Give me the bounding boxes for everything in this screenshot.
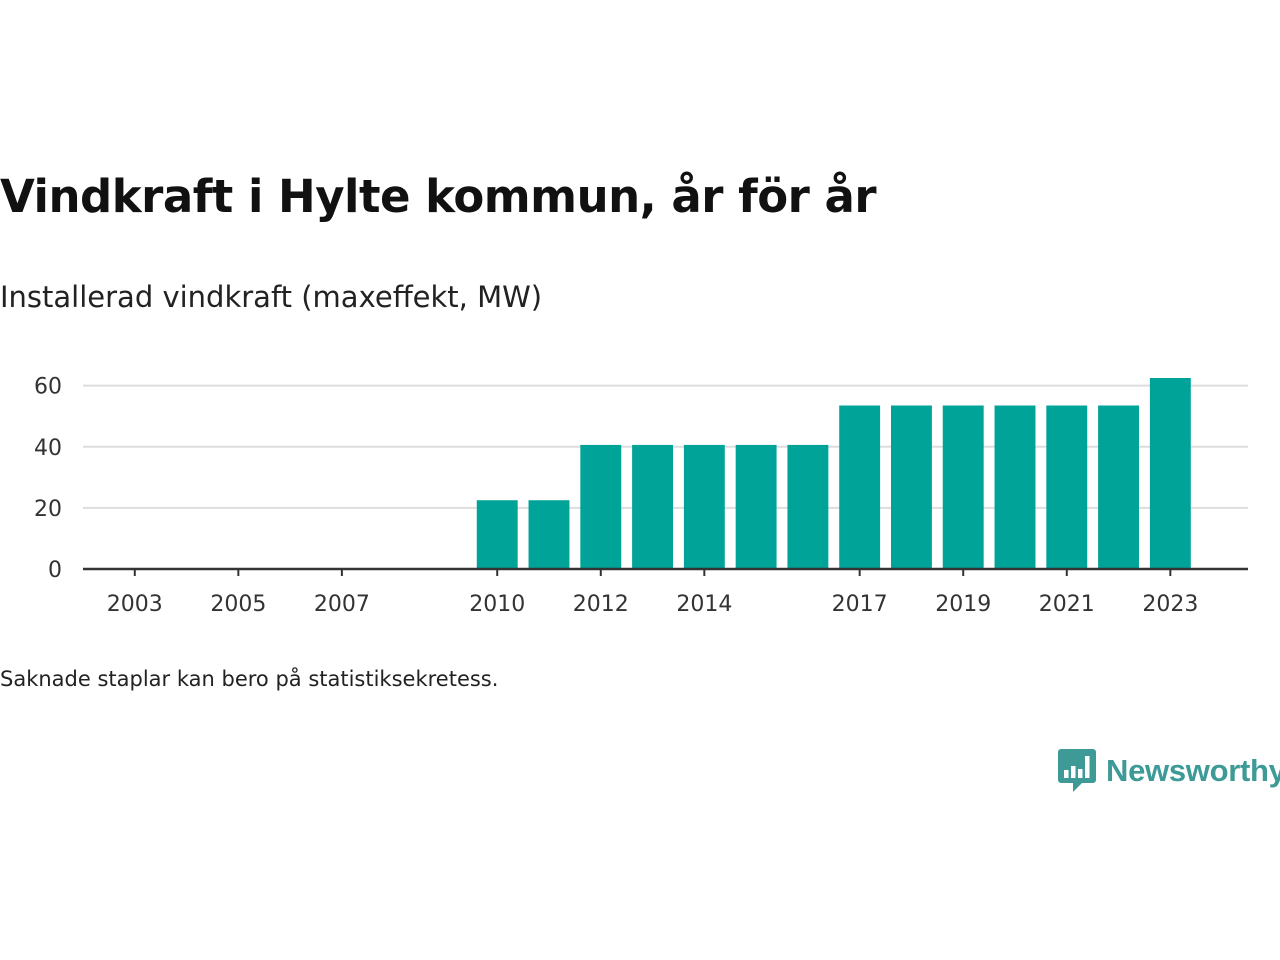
bars xyxy=(476,378,1191,569)
bar xyxy=(787,444,829,569)
bar xyxy=(890,405,932,569)
x-tick-label: 2007 xyxy=(314,592,370,617)
bar xyxy=(476,500,518,569)
y-tick-label: 40 xyxy=(34,436,62,461)
bar xyxy=(1046,405,1088,569)
x-tick-label: 2012 xyxy=(573,592,629,617)
bar xyxy=(994,405,1036,569)
y-tick-label: 60 xyxy=(34,375,62,400)
bar xyxy=(942,405,984,569)
chart-title: Vindkraft i Hylte kommun, år för år xyxy=(0,170,877,223)
brand-logo: Newsworthy xyxy=(1058,748,1280,794)
y-tick-label: 0 xyxy=(48,558,62,583)
chart-subtitle: Installerad vindkraft (maxeffekt, MW) xyxy=(0,280,543,314)
x-tick-label: 2005 xyxy=(210,592,266,617)
x-tick-label: 2023 xyxy=(1142,592,1198,617)
bar xyxy=(528,500,570,569)
bar xyxy=(839,405,881,569)
bar xyxy=(683,444,725,569)
bar xyxy=(1149,378,1191,569)
bar-chart: 0 20 40 60 2003 2005 2007 2010 2012 2014 2017 2019… xyxy=(34,375,1248,617)
x-tick-label: 2019 xyxy=(935,592,991,617)
bar xyxy=(580,444,622,569)
bar xyxy=(632,444,674,569)
x-tick-label: 2014 xyxy=(676,592,732,617)
y-tick-label: 20 xyxy=(34,497,62,522)
bar xyxy=(1098,405,1140,569)
bar xyxy=(735,444,777,569)
x-tick-label: 2003 xyxy=(107,592,163,617)
x-tick-label: 2010 xyxy=(469,592,525,617)
x-tick-label: 2021 xyxy=(1039,592,1095,617)
x-tick-labels: 2003 2005 2007 2010 2012 2014 2017 2019 2021 2023 xyxy=(107,569,1198,617)
footnote: Saknade staplar kan bero på statistiksek… xyxy=(0,667,499,691)
brand-name: Newsworthy xyxy=(1106,753,1280,788)
x-tick-label: 2017 xyxy=(832,592,888,617)
y-tick-labels: 0 20 40 60 xyxy=(34,375,62,583)
newsworthy-logo-icon xyxy=(1058,749,1096,792)
